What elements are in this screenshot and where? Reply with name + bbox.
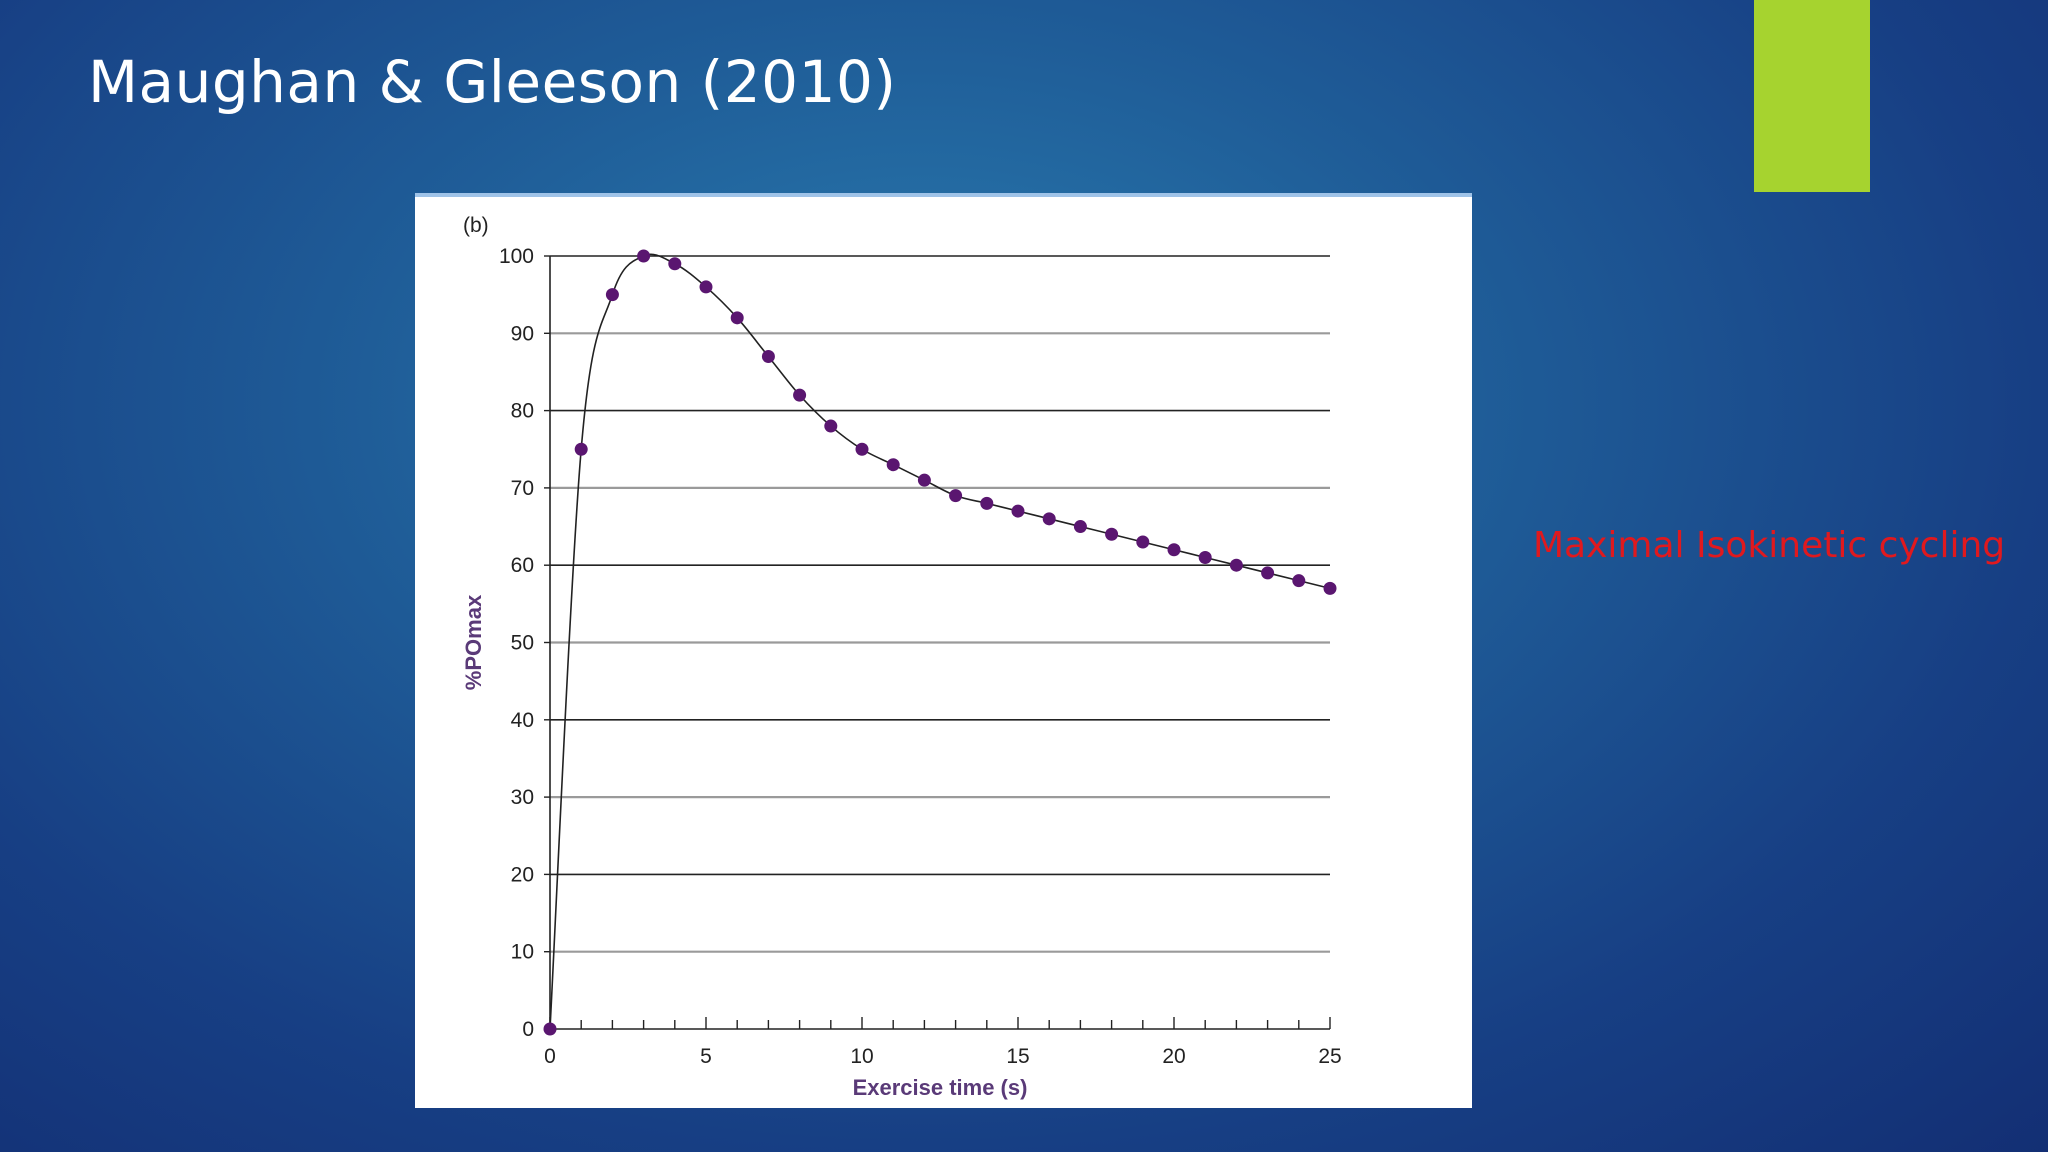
data-point-23 [1261, 566, 1275, 580]
y-tick-label: 0 [522, 1018, 534, 1041]
y-tick-label: 10 [511, 941, 534, 964]
y-tick-label: 60 [511, 554, 534, 577]
y-tick-label: 70 [511, 477, 534, 500]
data-point-12 [917, 473, 931, 487]
data-point-11 [886, 458, 900, 472]
data-point-19 [1136, 535, 1150, 549]
data-point-7 [761, 349, 775, 363]
data-point-22 [1229, 558, 1243, 572]
y-tick-label: 20 [511, 863, 534, 886]
x-tick-label: 0 [544, 1045, 556, 1068]
accent-bar [1754, 0, 1870, 192]
x-tick-label: 10 [850, 1045, 873, 1068]
x-tick-label: 20 [1162, 1045, 1185, 1068]
data-point-13 [949, 489, 963, 503]
data-point-16 [1042, 512, 1056, 526]
y-tick-label: 30 [511, 786, 534, 809]
point-layer [543, 249, 1337, 1036]
chart-figure: 0 10 20 30 40 50 60 70 80 90 100 0 5 10 15 20 25 (b) Exerc… [415, 193, 1472, 1108]
x-tick-label: 5 [700, 1045, 712, 1068]
data-point-14 [980, 496, 994, 510]
data-point-15 [1011, 504, 1025, 518]
y-tick-label: 100 [499, 245, 534, 268]
grid-layer [550, 255, 1330, 953]
data-point-2 [605, 288, 619, 302]
data-point-18 [1105, 527, 1119, 541]
data-point-3 [637, 249, 651, 263]
data-point-8 [793, 388, 807, 402]
data-point-6 [730, 311, 744, 325]
data-point-0 [543, 1022, 557, 1036]
data-point-25 [1323, 581, 1337, 595]
data-point-5 [699, 280, 713, 294]
y-tick-label: 90 [511, 322, 534, 345]
side-caption: Maximal Isokinetic cycling [1533, 525, 2006, 566]
data-point-1 [574, 442, 588, 456]
x-tick-label: 15 [1006, 1045, 1029, 1068]
y-axis-title: %POmax [461, 594, 486, 690]
y-tick-label: 40 [511, 709, 534, 732]
data-point-9 [824, 419, 838, 433]
data-point-10 [855, 442, 869, 456]
data-point-21 [1198, 550, 1212, 564]
label-layer: 0 10 20 30 40 50 60 70 80 90 100 0 5 10 15 20 25 (b) Exerc… [461, 214, 1342, 1100]
x-axis-title: Exercise time (s) [853, 1075, 1028, 1100]
data-point-4 [668, 257, 682, 271]
fitted-curve [549, 253, 1331, 1030]
y-tick-label: 50 [511, 632, 534, 655]
data-point-20 [1167, 543, 1181, 557]
slide-title: Maughan & Gleeson (2010) [88, 48, 897, 116]
data-point-17 [1073, 520, 1087, 534]
panel-label: (b) [463, 214, 489, 237]
line-layer [549, 253, 1331, 1030]
y-tick-label: 80 [511, 400, 534, 423]
x-tick-label: 25 [1318, 1045, 1341, 1068]
chart-svg: 0 10 20 30 40 50 60 70 80 90 100 0 5 10 15 20 25 (b) Exerc… [461, 214, 1342, 1100]
data-point-24 [1292, 574, 1306, 588]
